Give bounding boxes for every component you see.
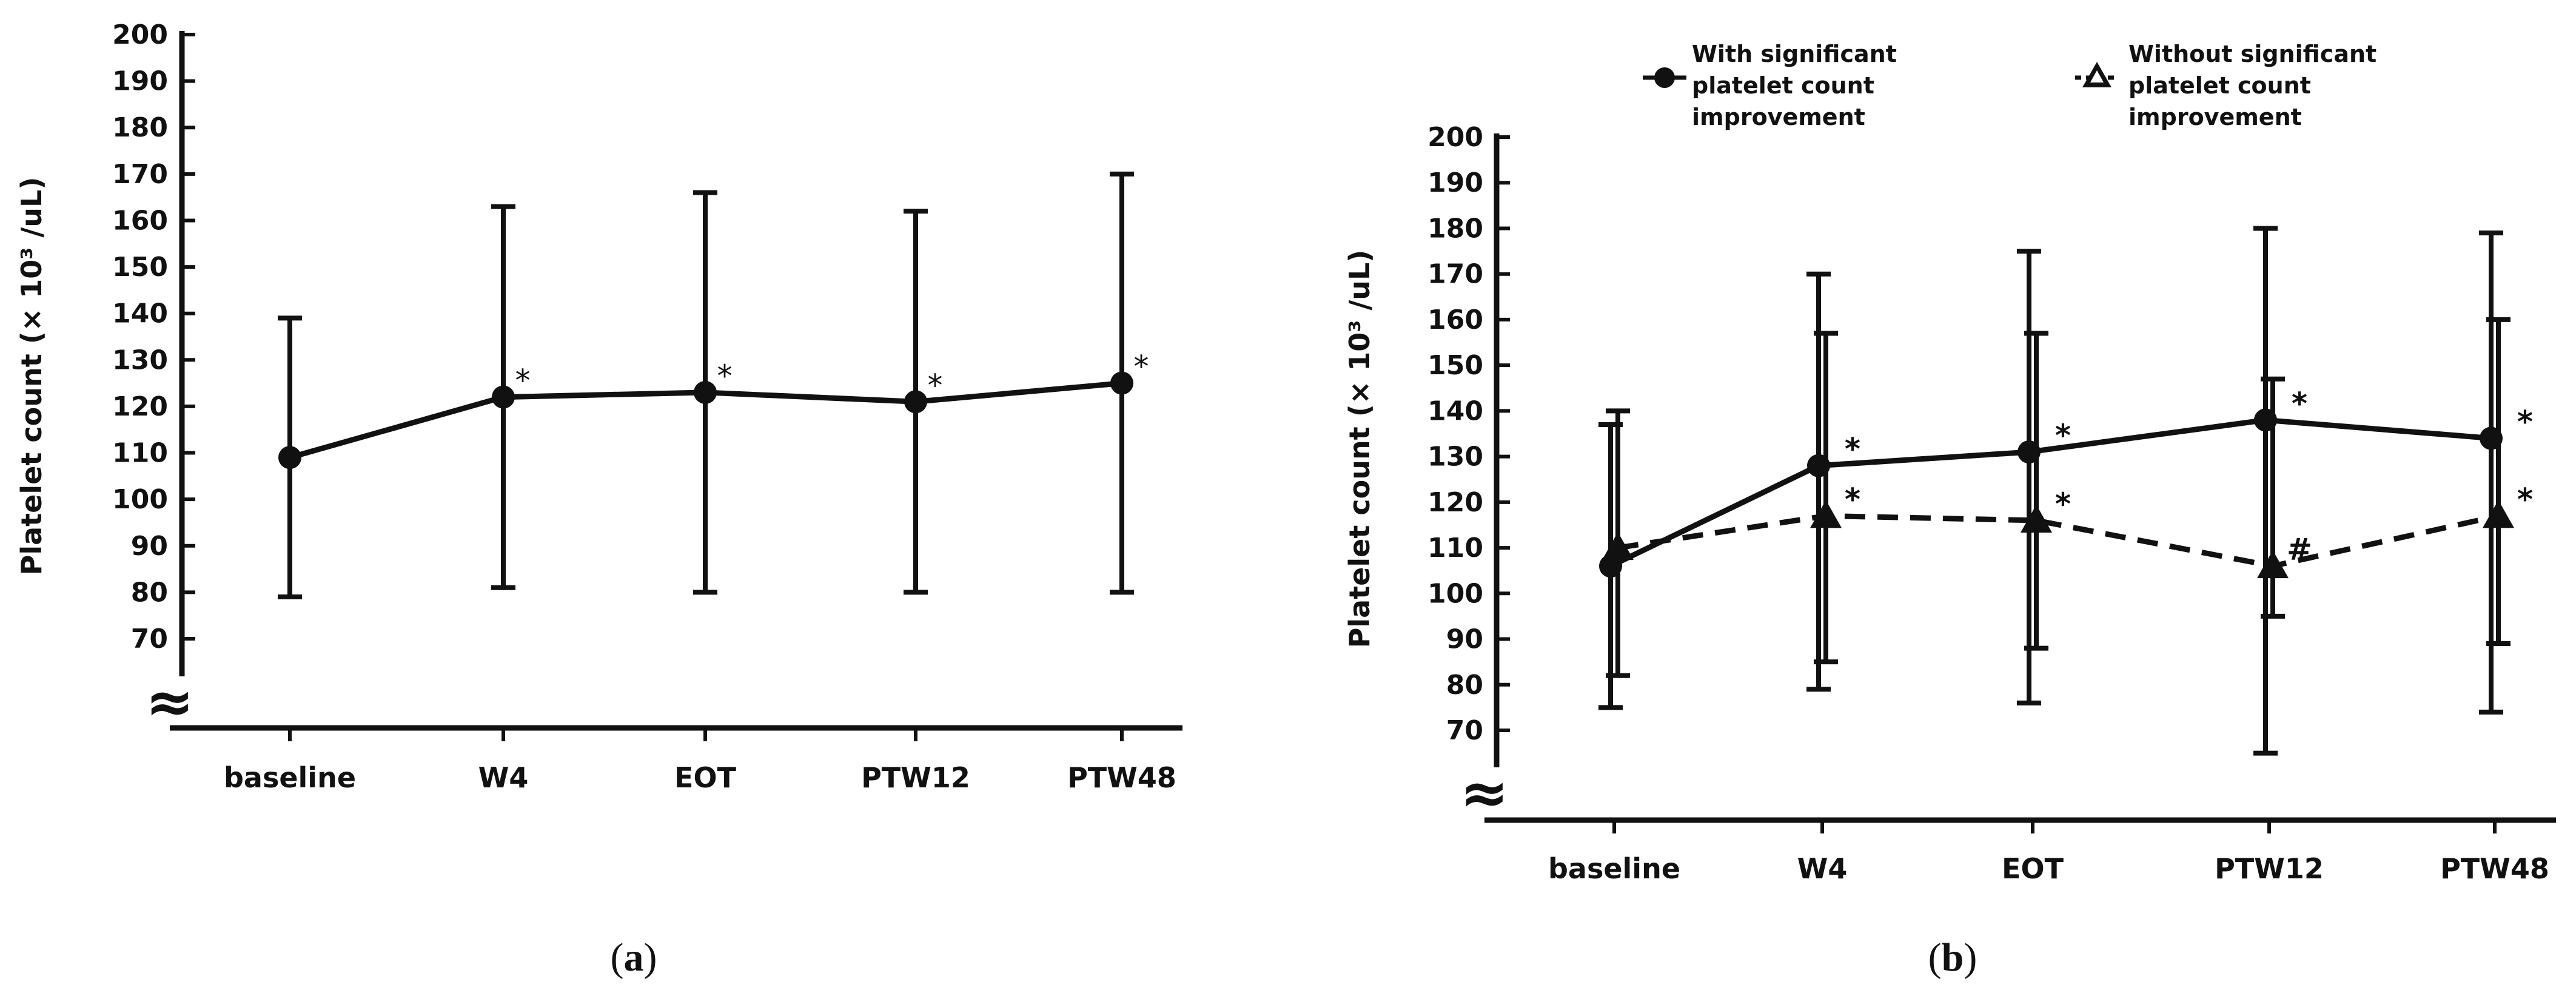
data-point-triangle [1602,532,1634,560]
y-tick-label: 150 [112,252,168,283]
data-point-triangle [2483,500,2514,528]
x-tick-label: baseline [1548,852,1680,885]
y-tick-label: 170 [1427,259,1483,290]
y-tick-label: 160 [112,205,168,236]
panel-label: (a) [611,935,657,980]
significance-mark: * [2517,482,2533,517]
y-tick-label: 180 [112,112,168,143]
significance-mark: * [2055,418,2071,453]
y-tick-label: 110 [112,438,168,469]
legend-triangle-inner [2090,70,2104,82]
y-tick-label: 100 [1427,578,1483,609]
x-tick-label: PTW12 [861,761,970,794]
y-tick-label: 170 [112,159,168,190]
axis-break-symbol: ≈ [1460,759,1509,827]
y-tick-label: 100 [112,484,168,515]
data-point-triangle [1810,500,1842,528]
x-tick-label: W4 [1797,852,1848,885]
chart-panel-a: ≈70 80 90 100 110 120 130 140 150 160 170 180 190 200… [15,19,1182,980]
y-tick-label: 180 [1427,213,1483,244]
x-tick-label: EOT [2002,852,2064,885]
significance-mark: * [1134,349,1149,385]
y-tick-label: 130 [112,345,168,375]
data-point [694,380,717,404]
significance-mark: * [1845,432,1860,467]
series-line [1609,417,2492,569]
data-point-triangle [2257,550,2289,579]
x-tick-label: PTW48 [2440,852,2549,885]
y-axis-label: Platelet count (× 10³ /uL) [1343,250,1376,648]
data-point [278,446,301,470]
x-tick-label: baseline [224,761,356,794]
series-line-dashed [1617,513,2499,569]
legend-label: improvement [1692,104,1865,130]
data-point [492,385,515,409]
legend-label: platelet count [2128,72,2311,99]
legend-label: Without significant [2128,41,2376,67]
legend-label: With significant [1692,41,1897,67]
y-tick-label: 190 [112,66,168,97]
legend-circle-marker [1654,67,1675,88]
y-tick-label: 90 [131,531,168,562]
y-tick-label: 70 [131,624,168,655]
significance-mark: * [717,358,733,394]
significance-mark: * [2517,405,2533,440]
data-point [904,390,927,414]
y-tick-label: 190 [1427,167,1483,198]
significance-mark: # [2287,532,2312,567]
legend-label: improvement [2128,104,2302,130]
y-tick-label: 80 [1446,670,1483,701]
x-tick-label: PTW12 [2215,852,2324,885]
x-tick-label: W4 [478,761,529,794]
y-axis-label: Platelet count (× 10³ /uL) [15,177,48,576]
y-tick-label: 110 [1427,533,1483,564]
y-tick-label: 150 [1427,350,1483,381]
significance-mark: * [928,368,943,403]
y-tick-label: 70 [1446,715,1483,746]
y-tick-label: 200 [112,19,168,50]
significance-mark: * [1845,482,1860,517]
legend-label: platelet count [1692,72,1874,99]
y-tick-label: 130 [1427,442,1483,473]
significance-mark: * [2055,486,2071,522]
y-tick-label: 120 [112,391,168,422]
data-point [1110,371,1133,395]
y-tick-label: 200 [1427,122,1483,153]
x-tick-label: PTW48 [1067,761,1176,794]
x-tick-label: EOT [674,761,737,794]
y-tick-label: 90 [1446,624,1483,655]
chart-panel-b: ≈70 80 90 100 110 120 130 140 150 160 170 180 190 200… [1343,41,2556,980]
panel-label: (b) [1928,935,1977,980]
axis-break-symbol: ≈ [146,668,194,736]
y-tick-label: 140 [1427,396,1483,426]
y-tick-label: 80 [131,577,168,608]
significance-mark: * [515,363,531,399]
significance-mark: * [2292,386,2307,421]
data-point-triangle [2021,504,2052,533]
y-tick-label: 140 [112,298,168,329]
y-tick-label: 160 [1427,305,1483,335]
y-tick-label: 120 [1427,487,1483,518]
